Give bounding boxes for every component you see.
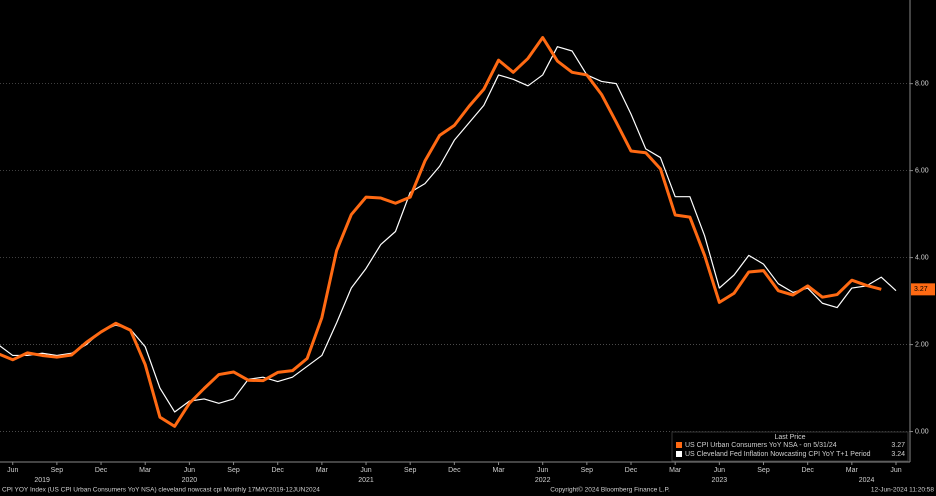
- legend-title: Last Price: [774, 434, 805, 441]
- x-tick-label: Mar: [846, 467, 859, 474]
- footer-right: 12-Jun-2024 11:20:58: [871, 487, 935, 494]
- last-value-tag-label: 3.27: [914, 286, 928, 293]
- last-value-tag: [911, 283, 935, 296]
- x-year-label: 2022: [535, 477, 551, 484]
- x-tick-label: Dec: [271, 467, 284, 474]
- x-tick-label: Sep: [227, 467, 240, 474]
- x-tick-label: Jun: [537, 467, 548, 474]
- x-tick-label: Jun: [184, 467, 195, 474]
- x-tick-label: Mar: [492, 467, 505, 474]
- y-tick-label: 4.00: [915, 254, 929, 261]
- x-tick-label: Jun: [360, 467, 371, 474]
- x-tick-label: Jun: [890, 467, 901, 474]
- legend-label: US Cleveland Fed Inflation Nowcasting CP…: [685, 451, 871, 458]
- x-year-label: 2023: [712, 477, 728, 484]
- x-tick-label: Sep: [51, 467, 64, 474]
- legend-label: US CPI Urban Consumers YoY NSA - on 5/31…: [685, 442, 837, 449]
- y-tick-label: 6.00: [915, 167, 929, 174]
- x-year-label: 2019: [34, 477, 50, 484]
- x-tick-label: Mar: [139, 467, 152, 474]
- y-tick-label: 8.00: [915, 80, 929, 87]
- y-tick-label: 2.00: [915, 341, 929, 348]
- legend-swatch: [676, 451, 682, 457]
- x-tick-label: Sep: [404, 467, 417, 474]
- x-tick-label: Sep: [581, 467, 594, 474]
- x-tick-label: Jun: [714, 467, 725, 474]
- x-tick-label: Dec: [801, 467, 814, 474]
- x-tick-label: Sep: [757, 467, 770, 474]
- footer-center: Copyright© 2024 Bloomberg Finance L.P.: [550, 486, 670, 494]
- x-year-label: 2020: [182, 477, 198, 484]
- legend-swatch: [676, 442, 682, 448]
- legend-box: [671, 431, 909, 462]
- footer-left: CPI YOY Index (US CPI Urban Consumers Yo…: [2, 487, 320, 494]
- series-line: [0, 36, 882, 428]
- x-tick-label: Dec: [448, 467, 461, 474]
- y-tick-label: 0.00: [915, 428, 929, 435]
- series-line: [0, 46, 897, 413]
- x-tick-label: Mar: [669, 467, 682, 474]
- x-tick-label: Jun: [7, 467, 18, 474]
- x-year-label: 2021: [358, 477, 374, 484]
- x-year-label: 2024: [859, 477, 875, 484]
- x-tick-label: Dec: [625, 467, 638, 474]
- legend-value: 3.27: [891, 442, 905, 449]
- x-tick-label: Dec: [95, 467, 108, 474]
- x-tick-label: Mar: [316, 467, 329, 474]
- legend-value: 3.24: [891, 451, 905, 458]
